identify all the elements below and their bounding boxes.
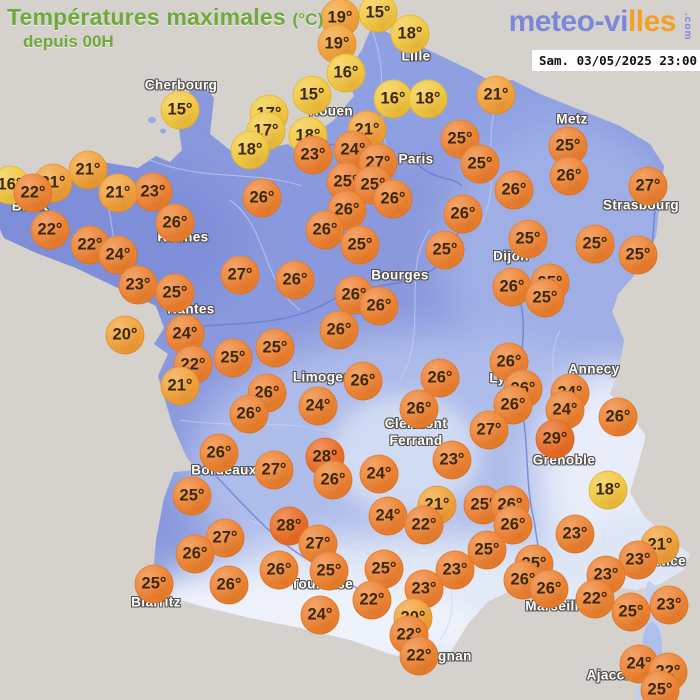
temp-badge: 25° xyxy=(460,144,500,184)
temp-badge: 24° xyxy=(359,454,399,494)
temp-badge: 25° xyxy=(172,476,212,516)
temp-badge: 25° xyxy=(155,273,195,313)
temp-badge: 18° xyxy=(408,79,448,119)
temp-badge: 24° xyxy=(368,496,408,536)
temp-badge: 21° xyxy=(98,173,138,213)
temp-badge: 26° xyxy=(155,203,195,243)
temp-badge: 25° xyxy=(425,230,465,270)
temp-badge: 26° xyxy=(549,156,589,196)
temp-badge: 25° xyxy=(467,530,507,570)
temp-badge: 26° xyxy=(492,267,532,307)
temp-badge: 16° xyxy=(373,79,413,119)
temp-badge: 25° xyxy=(309,551,349,591)
temp-badge: 22° xyxy=(352,580,392,620)
temp-badge: 27° xyxy=(628,166,668,206)
temp-badge: 21° xyxy=(347,110,387,150)
temp-badge: 18° xyxy=(230,130,270,170)
temp-badge: 26° xyxy=(305,210,345,250)
temp-badge: 26° xyxy=(598,397,638,437)
temp-badge: 29° xyxy=(535,419,575,459)
temp-badge: 26° xyxy=(242,178,282,218)
temp-badge: 15° xyxy=(292,75,332,115)
logo-part-blue: meteo-vi xyxy=(508,5,629,38)
page-title: Températures maximales (°C) xyxy=(7,4,324,31)
temp-badge: 20° xyxy=(105,315,145,355)
temp-badge: 18° xyxy=(390,14,430,54)
temp-badge: 23° xyxy=(555,514,595,554)
temp-badge: 21° xyxy=(160,366,200,406)
temp-badge: 26° xyxy=(343,361,383,401)
temp-badge: 22° xyxy=(399,636,439,676)
temp-badge: 25° xyxy=(213,338,253,378)
temp-badge: 25° xyxy=(340,225,380,265)
temp-badge: 23° xyxy=(649,585,689,625)
temp-badge: 22° xyxy=(13,173,53,213)
page-subtitle: depuis 00H xyxy=(23,32,114,51)
temp-badge: 27° xyxy=(254,450,294,490)
temp-badge: 27° xyxy=(469,410,509,450)
temp-badge: 26° xyxy=(399,389,439,429)
temp-badge: 23° xyxy=(586,555,626,595)
temp-badge: 25° xyxy=(618,235,658,275)
temp-badge: 22° xyxy=(404,505,444,545)
temp-badge: 22° xyxy=(575,579,615,619)
temp-badge: 26° xyxy=(313,460,353,500)
timestamp-box: Sam. 03/05/2025 23:00 xyxy=(531,50,700,71)
temp-badge: 26° xyxy=(494,170,534,210)
temp-badge: 27° xyxy=(220,255,260,295)
temp-badge: 26° xyxy=(229,394,269,434)
temp-badge: 25° xyxy=(611,592,651,632)
temp-badge: 26° xyxy=(275,260,315,300)
temp-badge: 25° xyxy=(508,219,548,259)
temp-badge: 16° xyxy=(326,53,366,93)
temp-badge: 25° xyxy=(548,126,588,166)
temp-badge: 26° xyxy=(175,534,215,574)
temp-badge: 26° xyxy=(259,550,299,590)
temp-badge: 26° xyxy=(209,565,249,605)
temp-badge: 26° xyxy=(443,194,483,234)
temp-badge: 24° xyxy=(298,386,338,426)
temp-badge: 18° xyxy=(588,470,628,510)
temp-badge: 25° xyxy=(255,328,295,368)
temp-badge: 25° xyxy=(575,224,615,264)
title-unit: (°C) xyxy=(292,10,324,29)
temp-badge: 26° xyxy=(199,433,239,473)
temp-badge: 23° xyxy=(118,265,158,305)
temp-badge: 26° xyxy=(359,286,399,326)
temp-badge: 24° xyxy=(300,595,340,635)
logo-part-orange: lles xyxy=(627,5,677,38)
title-text: Températures maximales xyxy=(7,4,286,30)
temp-badge: 26° xyxy=(319,310,359,350)
temp-badge: 26° xyxy=(373,179,413,219)
temp-badge: 26° xyxy=(529,569,569,609)
temp-badge: 23° xyxy=(432,440,472,480)
temp-badge: 26° xyxy=(493,505,533,545)
temp-badge: 21° xyxy=(476,75,516,115)
temp-badge: 25° xyxy=(134,564,174,604)
meteo-villes-logo: meteo-villes xyxy=(508,5,677,39)
temp-badge: 25° xyxy=(640,670,680,700)
channel-island xyxy=(160,128,166,134)
temp-badge: 22° xyxy=(30,210,70,250)
temp-badge: 23° xyxy=(293,135,333,175)
channel-island xyxy=(148,117,156,123)
logo-dot-com: .com xyxy=(682,13,693,41)
temp-badge: 15° xyxy=(160,90,200,130)
temp-badge: 25° xyxy=(525,278,565,318)
